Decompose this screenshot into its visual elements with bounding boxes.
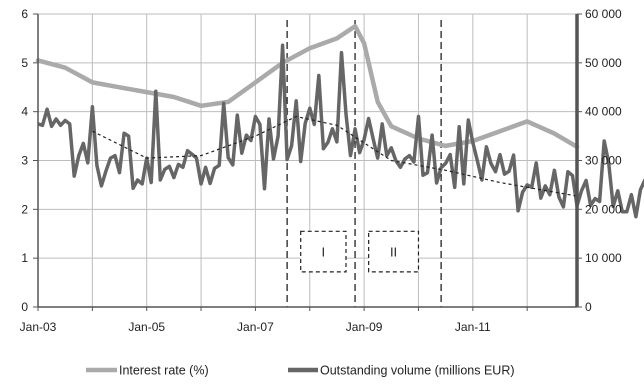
interest-rate-line <box>35 23 580 150</box>
x-tick-label: Jan-03 <box>20 320 57 334</box>
period-box <box>300 230 347 273</box>
legend: Interest rate (%) Outstanding volume (mi… <box>86 364 515 378</box>
y-left-tick-label: 1 <box>21 251 28 265</box>
y-right-tick-label: 10 000 <box>585 251 622 265</box>
y-right-tick-label: 20 000 <box>585 202 622 216</box>
x-tick-label: Jan-11 <box>455 320 491 334</box>
y-left-tick-label: 2 <box>21 202 28 216</box>
period-box-label: II <box>390 245 397 260</box>
y-right-tick-label: 60 000 <box>585 7 622 21</box>
y-right-tick-label: 30 000 <box>585 154 622 168</box>
x-tick-label: Jan-07 <box>237 320 274 334</box>
y-right-tick-label: 50 000 <box>585 56 622 70</box>
period-box-label: I <box>322 245 326 260</box>
y-right-tick-label: 0 <box>585 300 592 314</box>
annotations: I II <box>300 230 420 273</box>
legend-label-interest-rate: Interest rate (%) <box>119 364 209 378</box>
x-tick-label: Jan-05 <box>128 320 165 334</box>
y-left-tick-label: 3 <box>21 154 28 168</box>
legend-label-outstanding-volume: Outstanding volume (millions EUR) <box>320 364 515 378</box>
y-left-tick-label: 6 <box>21 7 28 21</box>
axes: 0 1 2 3 4 5 6 0 10 000 20 000 30 000 40 000 50 000 60… <box>20 7 622 334</box>
y-left-tick-label: 0 <box>21 300 28 314</box>
y-left-tick-label: 4 <box>21 105 28 119</box>
x-tick-label: Jan-09 <box>346 320 383 334</box>
period-box <box>368 230 420 273</box>
outstanding-volume-line <box>37 43 644 219</box>
y-right-tick-label: 40 000 <box>585 105 622 119</box>
y-left-tick-label: 5 <box>21 56 28 70</box>
plot-area <box>35 20 644 307</box>
